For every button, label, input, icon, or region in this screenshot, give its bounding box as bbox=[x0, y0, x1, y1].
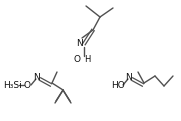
Text: H: H bbox=[84, 54, 90, 64]
Text: O: O bbox=[74, 54, 81, 64]
Text: N: N bbox=[34, 72, 40, 82]
Text: N: N bbox=[76, 39, 83, 49]
Text: O: O bbox=[24, 80, 31, 90]
Text: HO: HO bbox=[111, 80, 125, 90]
Text: H₃Si: H₃Si bbox=[3, 80, 22, 90]
Text: N: N bbox=[126, 72, 132, 82]
